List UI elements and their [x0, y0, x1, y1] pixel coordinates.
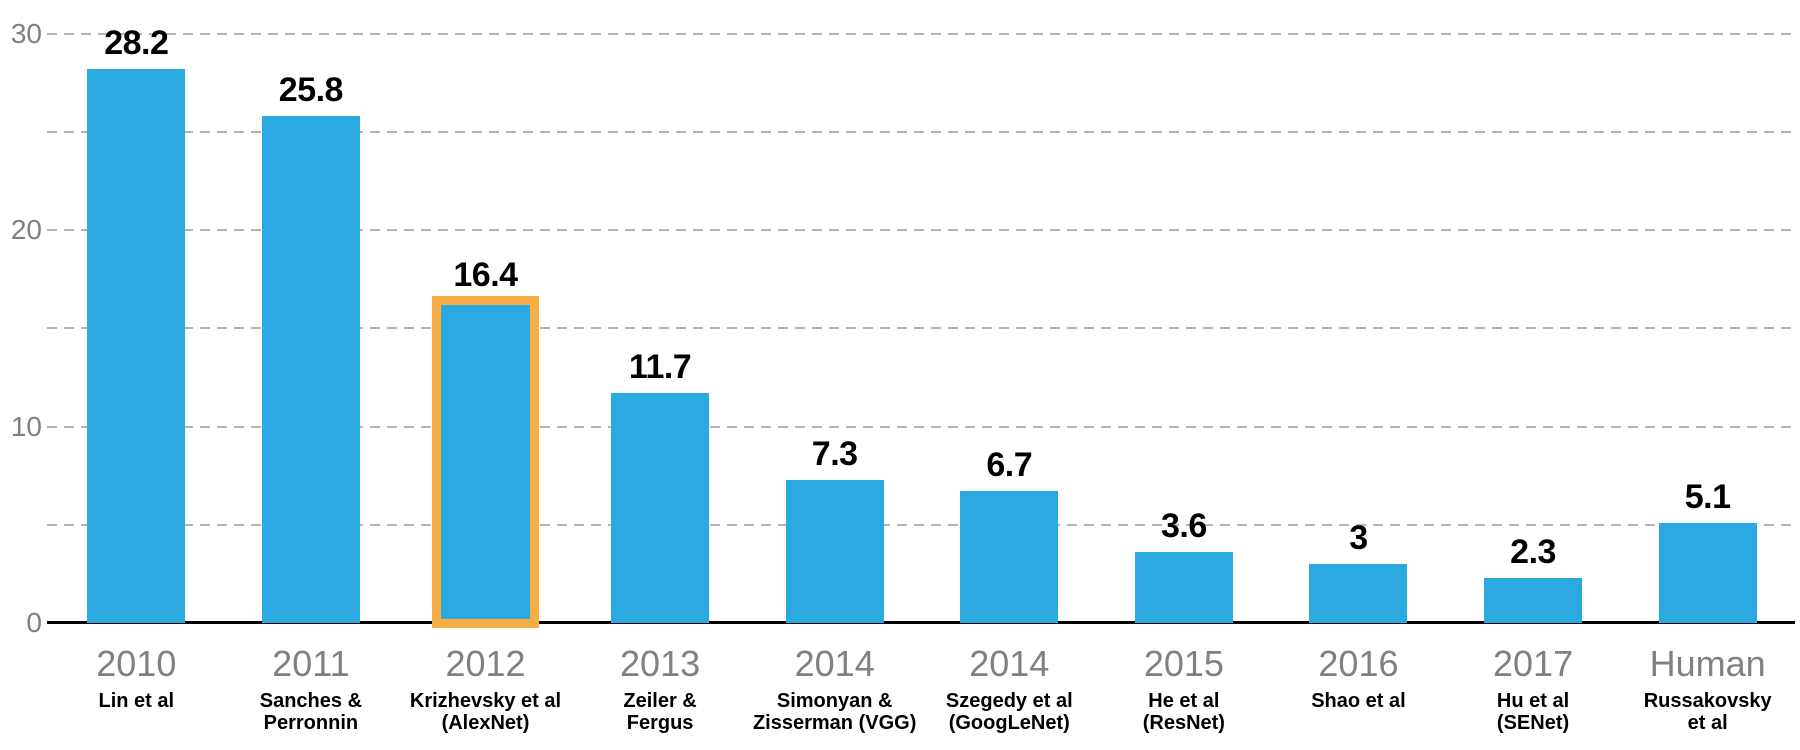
x-tick-author-label: Zeiler & Fergus [573, 690, 748, 734]
bar-value-label: 11.7 [628, 348, 692, 387]
bar-group-2014: 7.3 2014 Simonyan & Zisserman (VGG) [747, 0, 922, 750]
author-label-line: He et al [1148, 690, 1220, 712]
author-label-line: Russakovsky [1643, 690, 1772, 712]
gridline-25 [47, 130, 1793, 133]
x-tick-year-label: 2017 [1493, 643, 1574, 684]
author-label-line: Szegedy et al [945, 690, 1073, 712]
bar-2012 [431, 296, 539, 628]
author-label-line: Lin et al [98, 690, 175, 712]
x-tick-year-label: 2015 [1143, 643, 1224, 684]
bar-Human [1658, 522, 1757, 623]
bar-group-2014: 6.7 2014 Szegedy et al (GoogLeNet) [922, 0, 1097, 750]
x-tick-year-label: 2016 [1318, 643, 1399, 684]
author-label-line: (AlexNet) [441, 712, 530, 734]
gridline-15 [47, 327, 1793, 330]
gridline-20 [47, 229, 1793, 231]
y-tick-label-10: 10 [10, 410, 42, 442]
bar-value-label: 25.8 [278, 71, 344, 110]
author-label-line: Zisserman (VGG) [752, 712, 917, 734]
bar-2013 [611, 393, 710, 623]
x-tick-year-label: Human [1649, 643, 1766, 684]
bar-group-Human: 5.1 Human Russakovsky et al [1620, 0, 1795, 750]
gridline-10 [47, 425, 1793, 428]
bar-group-2016: 3 2016 Shao et al [1271, 0, 1446, 750]
x-axis-line [47, 621, 1795, 624]
gridline-30 [47, 32, 1793, 35]
x-tick-author-label: Sanches & Perronnin [224, 690, 399, 734]
author-label-line: Shao et al [1311, 690, 1406, 712]
highlight-frame [431, 296, 539, 628]
bar-group-2012: 16.4 2012 Krizhevsky et al (AlexNet) [398, 0, 573, 750]
bar-value-label: 7.3 [811, 434, 858, 473]
author-label-line: Hu et al [1496, 690, 1570, 712]
x-tick-year-label: 2014 [794, 643, 875, 684]
x-tick-year-label: 2012 [445, 643, 526, 684]
x-tick-year-label: 2014 [969, 643, 1050, 684]
author-label-line: Fergus [626, 712, 694, 734]
bar-group-2011: 25.8 2011 Sanches & Perronnin [224, 0, 399, 750]
x-tick-year-label: 2011 [272, 643, 350, 684]
author-label-line: Simonyan & [776, 690, 893, 712]
x-tick-year-label: 2010 [96, 643, 177, 684]
x-tick-author-label: Simonyan & Zisserman (VGG) [747, 690, 922, 734]
author-label-line: (ResNet) [1142, 712, 1225, 734]
x-tick-author-label: Hu et al (SENet) [1446, 690, 1621, 734]
y-tick-label-30: 30 [10, 17, 42, 49]
bar-value-label: 3 [1349, 519, 1368, 558]
bar-group-2010: 28.2 2010 Lin et al [49, 0, 224, 750]
bar-2015 [1134, 552, 1233, 623]
author-label-line: Perronnin [263, 712, 359, 734]
bar-value-label: 3.6 [1160, 507, 1207, 546]
y-tick-label-20: 20 [10, 214, 42, 245]
bar-2011 [261, 116, 360, 623]
author-label-line: et al [1687, 712, 1728, 734]
bar-2016 [1309, 564, 1408, 623]
bar-2017 [1484, 577, 1583, 623]
bar-value-label: 6.7 [986, 446, 1033, 485]
x-tick-author-label: Krizhevsky et al (AlexNet) [398, 690, 573, 734]
gridline-5 [47, 523, 1793, 526]
bar-group-2013: 11.7 2013 Zeiler & Fergus [573, 0, 748, 750]
bar-value-label: 16.4 [453, 255, 518, 294]
bar-group-2015: 3.6 2015 He et al (ResNet) [1097, 0, 1272, 750]
author-label-line: Krizhevsky et al [409, 690, 562, 712]
author-label-line: Sanches & [259, 690, 363, 712]
bar-2010 [87, 68, 186, 623]
author-label-line: (GoogLeNet) [948, 712, 1070, 734]
x-tick-year-label: 2013 [620, 643, 701, 684]
bar-2014 [960, 491, 1059, 623]
y-tick-label-0: 0 [26, 607, 42, 638]
bar-group-2017: 2.3 2017 Hu et al (SENet) [1446, 0, 1621, 750]
x-tick-author-label: Russakovsky et al [1620, 690, 1795, 734]
author-label-line: Zeiler & [623, 690, 697, 712]
x-tick-author-label: Lin et al [49, 690, 224, 712]
bar-groups: 28.2 2010 Lin et al 25.8 2011 Sanches & Perron… [49, 0, 1795, 750]
x-tick-author-label: Szegedy et al (GoogLeNet) [922, 690, 1097, 734]
x-tick-author-label: He et al (ResNet) [1097, 690, 1272, 734]
x-tick-author-label: Shao et al [1271, 690, 1446, 712]
author-label-line: (SENet) [1496, 712, 1570, 734]
bar-value-label: 2.3 [1510, 532, 1556, 571]
bar-value-label: 5.1 [1684, 477, 1731, 516]
bar-2014 [785, 479, 884, 623]
bar-value-label: 28.2 [104, 23, 169, 62]
